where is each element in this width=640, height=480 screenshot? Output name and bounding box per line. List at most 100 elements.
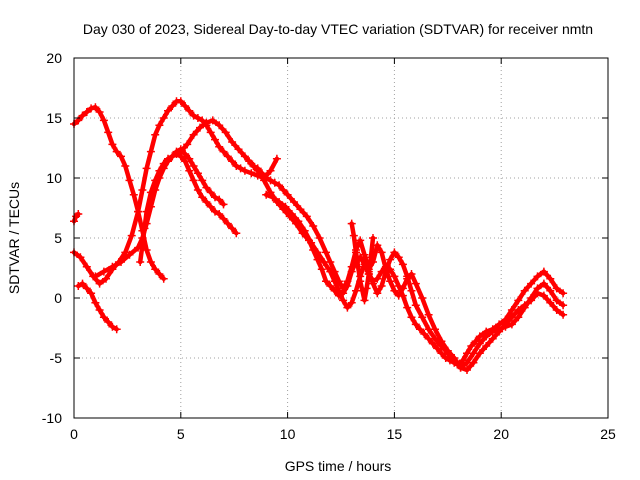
data-point-marker — [411, 320, 420, 329]
data-point-marker — [82, 262, 91, 271]
data-point-marker — [546, 274, 555, 283]
data-point-marker — [82, 284, 91, 293]
y-tick-label: -5 — [50, 350, 63, 366]
data-point-marker — [290, 198, 298, 206]
data-point-marker — [520, 286, 529, 295]
data-point-marker — [296, 205, 305, 214]
data-point-marker — [134, 207, 143, 216]
data-point-marker — [151, 130, 160, 139]
data-point-marker — [198, 176, 207, 185]
data-point-marker — [104, 318, 113, 326]
data-point-marker — [240, 152, 249, 161]
data-point-marker — [270, 178, 279, 187]
data-point-marker — [300, 226, 309, 235]
data-point-marker — [117, 258, 125, 266]
data-point-marker — [95, 279, 104, 288]
data-point-marker — [138, 186, 147, 194]
data-point-marker — [189, 130, 198, 139]
data-point-marker — [520, 303, 529, 312]
data-point-marker — [146, 258, 155, 266]
data-point-marker — [240, 166, 249, 175]
data-point-marker — [279, 186, 288, 194]
data-point-marker — [206, 202, 215, 211]
data-point-marker — [349, 231, 358, 240]
data-point-marker — [236, 164, 245, 173]
data-point-marker — [266, 176, 275, 185]
data-point-marker — [533, 272, 542, 281]
data-point-marker — [362, 284, 371, 293]
data-point-marker — [418, 294, 427, 302]
data-point-marker — [117, 152, 125, 161]
data-point-marker — [228, 224, 237, 233]
data-point-marker — [482, 332, 491, 341]
data-point-marker — [514, 313, 523, 322]
data-point-marker — [317, 265, 326, 274]
data-point-marker — [95, 108, 104, 116]
data-point-marker — [495, 325, 504, 334]
data-point-marker — [74, 210, 83, 218]
data-point-marker — [99, 116, 108, 125]
data-point-marker — [99, 267, 108, 276]
series-band — [76, 281, 119, 332]
data-point-marker — [215, 121, 224, 130]
series-track-f — [136, 150, 241, 266]
axis-ticks: 0 5 10 15 20 25 -10 -5 0 5 10 15 20 — [42, 50, 616, 442]
data-point-marker — [343, 303, 352, 312]
data-point-marker — [189, 176, 198, 185]
data-point-marker — [326, 267, 335, 276]
data-point-marker — [142, 207, 151, 216]
data-point-marker — [339, 296, 348, 305]
data-point-marker — [104, 128, 113, 137]
data-point-marker — [211, 193, 219, 202]
data-point-marker — [215, 142, 224, 151]
data-point-marker — [507, 320, 516, 329]
data-point-marker — [183, 140, 192, 149]
data-point-marker — [121, 248, 130, 257]
series-track-b — [70, 97, 281, 288]
data-point-marker — [99, 313, 108, 322]
data-point-marker — [159, 159, 168, 168]
data-point-marker — [377, 248, 386, 257]
data-point-marker — [381, 267, 390, 276]
data-point-marker — [377, 282, 386, 290]
data-point-marker — [398, 260, 407, 269]
data-point-marker — [334, 286, 343, 295]
data-point-marker — [82, 108, 91, 116]
data-point-marker — [91, 103, 100, 112]
data-point-marker — [136, 258, 145, 266]
data-point-marker — [193, 114, 202, 122]
data-point-marker — [527, 279, 536, 288]
data-point-marker — [232, 162, 241, 170]
series-track-e — [91, 145, 228, 281]
data-point-marker — [539, 267, 548, 276]
data-point-marker — [471, 337, 480, 346]
data-point-marker — [390, 272, 399, 281]
data-point-marker — [181, 150, 190, 158]
data-point-marker — [475, 339, 484, 348]
data-point-marker — [208, 116, 217, 125]
data-point-marker — [559, 289, 568, 298]
data-point-marker — [488, 334, 497, 343]
data-point-marker — [546, 298, 555, 307]
data-point-marker — [390, 248, 399, 257]
data-point-marker — [552, 296, 561, 305]
data-point-marker — [172, 150, 181, 158]
data-point-marker — [138, 241, 147, 250]
data-point-marker — [322, 277, 330, 286]
data-point-marker — [193, 186, 202, 194]
series-band — [246, 158, 566, 373]
data-point-marker — [268, 193, 277, 202]
chart-title: Day 030 of 2023, Sidereal Day-to-day VTE… — [83, 21, 593, 37]
data-point-marker — [219, 214, 228, 223]
data-point-marker — [185, 106, 194, 115]
y-tick-label: 15 — [46, 110, 62, 126]
data-point-marker — [108, 140, 117, 149]
data-point-marker — [456, 363, 465, 372]
data-point-marker — [527, 294, 536, 302]
data-point-marker — [155, 166, 164, 175]
x-tick-label: 10 — [280, 426, 296, 442]
data-point-marker — [245, 157, 254, 166]
data-point-marker — [309, 222, 318, 230]
data-point-marker — [95, 306, 104, 314]
